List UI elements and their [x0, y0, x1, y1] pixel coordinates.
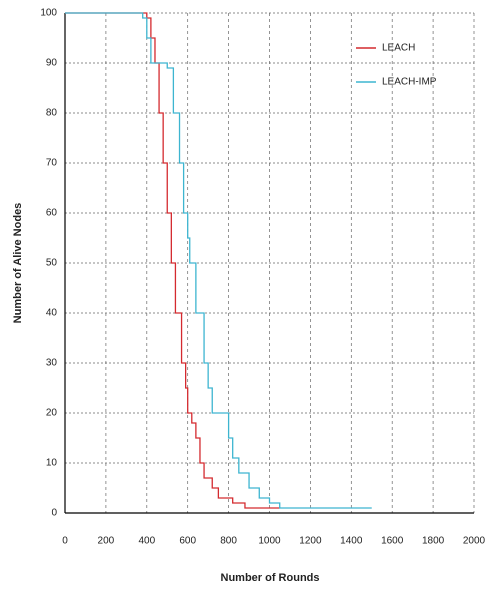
- x-tick-label: 800: [220, 536, 237, 547]
- x-tick-label: 2000: [463, 536, 486, 547]
- y-tick-label: 50: [46, 258, 58, 269]
- x-tick-label: 1800: [422, 536, 445, 547]
- y-tick-label: 30: [46, 358, 58, 369]
- legend-label: LEACH: [382, 43, 415, 54]
- y-tick-label: 90: [46, 58, 58, 69]
- series-line: [65, 12, 372, 509]
- y-axis-title: Number of Alive Nodes: [12, 203, 24, 324]
- y-tick-label: 0: [51, 508, 57, 519]
- y-tick-label: 70: [46, 158, 58, 169]
- y-tick-label: 100: [40, 8, 57, 19]
- y-tick-label: 10: [46, 458, 58, 469]
- y-tick-label: 20: [46, 408, 58, 419]
- y-tick-label: 80: [46, 108, 58, 119]
- series-line: [65, 12, 280, 509]
- legend-label: LEACH-IMP: [382, 77, 437, 88]
- x-tick-label: 1200: [299, 536, 322, 547]
- x-tick-label: 1000: [258, 536, 281, 547]
- x-tick-label: 0: [62, 536, 68, 547]
- x-axis-title: Number of Rounds: [221, 572, 320, 584]
- x-tick-label: 1400: [340, 536, 363, 547]
- y-tick-label: 40: [46, 308, 58, 319]
- x-tick-label: 200: [98, 536, 115, 547]
- x-tick-label: 600: [179, 536, 196, 547]
- y-tick-label: 60: [46, 208, 58, 219]
- x-tick-label: 400: [138, 536, 155, 547]
- x-tick-label: 1600: [381, 536, 404, 547]
